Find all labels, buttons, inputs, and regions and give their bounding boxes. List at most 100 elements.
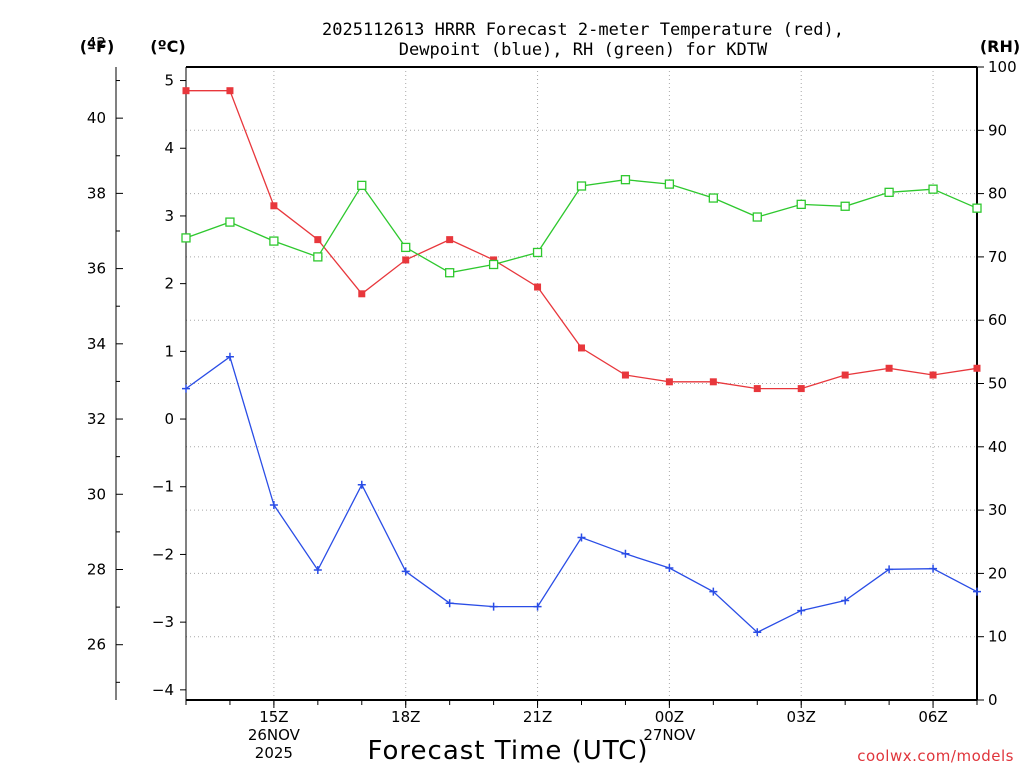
chart-title-line2: Dewpoint (blue), RH (green) for KDTW <box>399 40 768 60</box>
dewpoint-point <box>357 480 366 489</box>
x-tick-year-label: 2025 <box>255 744 293 762</box>
rh-tick-label: 50 <box>988 375 1007 393</box>
x-tick-date-label: 27NOV <box>643 726 696 744</box>
rh-point <box>972 203 982 213</box>
temperature-point <box>753 385 761 393</box>
temperature-point <box>358 290 366 298</box>
rh-tick-label: 90 <box>988 121 1007 139</box>
rh-point <box>225 217 235 227</box>
rh-point <box>313 252 323 262</box>
dewpoint-point <box>533 602 542 611</box>
rh-point <box>401 242 411 253</box>
dewpoint-point <box>489 602 498 611</box>
celsius-tick-label: −2 <box>152 545 174 563</box>
temperature-point <box>885 364 893 372</box>
temperature-point <box>314 236 322 244</box>
celsius-tick-label: 1 <box>164 342 174 360</box>
dewpoint-point <box>753 628 762 637</box>
fahrenheit-tick-label: 42 <box>87 34 106 52</box>
fahrenheit-tick-label: 38 <box>87 184 106 202</box>
temperature-point <box>226 87 234 95</box>
rh-point <box>664 179 675 189</box>
fahrenheit-tick-label: 32 <box>87 410 106 428</box>
celsius-tick-label: 0 <box>164 410 174 428</box>
celsius-tick-label: −4 <box>152 681 174 699</box>
fahrenheit-tick-label: 34 <box>87 335 106 353</box>
rh-point <box>576 181 587 191</box>
rh-tick-label: 10 <box>988 628 1007 646</box>
dewpoint-point <box>709 587 718 596</box>
rh-tick-label: 20 <box>988 564 1007 582</box>
rh-tick-label: 40 <box>988 438 1007 456</box>
celsius-tick-label: 3 <box>164 207 174 225</box>
celsius-tick-label: 2 <box>164 275 174 293</box>
rh-point <box>752 212 762 222</box>
temperature-point <box>446 236 454 244</box>
temperature-series-line <box>186 90 978 390</box>
dewpoint-point <box>665 563 674 572</box>
rh-tick-label: 30 <box>988 501 1007 519</box>
dewpoint-point <box>401 567 410 576</box>
rh-point <box>928 184 938 194</box>
x-axis-label: Forecast Time (UTC) <box>367 736 648 766</box>
dewpoint-point <box>841 596 850 605</box>
dewpoint-point <box>885 565 894 574</box>
temperature-point <box>182 87 190 95</box>
dewpoint-point <box>313 566 322 575</box>
celsius-tick-label: −3 <box>152 613 174 631</box>
temperature-point <box>973 364 981 372</box>
temperature-point <box>578 344 585 352</box>
data-series <box>185 90 978 634</box>
axes <box>115 66 984 708</box>
rh-point <box>884 187 894 197</box>
fahrenheit-tick-label: 30 <box>87 485 106 503</box>
x-tick-label: 21Z <box>523 708 552 726</box>
fahrenheit-tick-label: 36 <box>87 260 106 278</box>
dewpoint-point <box>225 352 234 361</box>
rh-point <box>532 247 543 258</box>
rh-tick-label: 80 <box>988 185 1007 203</box>
temperature-point <box>621 371 629 379</box>
celsius-tick-label: 4 <box>164 139 174 157</box>
x-tick-label: 00Z <box>655 708 684 726</box>
credit-text: coolwx.com/models <box>857 747 1014 765</box>
rh-unit-label: (RH) <box>980 37 1020 56</box>
fahrenheit-tick-label: 28 <box>87 560 106 578</box>
rh-point <box>708 193 718 203</box>
dewpoint-point <box>621 549 630 558</box>
celsius-tick-label: 5 <box>164 72 174 90</box>
celsius-tick-label: −1 <box>152 478 174 496</box>
dewpoint-point <box>929 564 938 573</box>
dewpoint-point <box>445 599 454 608</box>
dewpoint-point <box>973 587 981 596</box>
fahrenheit-unit-label: (ºF) <box>80 37 115 56</box>
celsius-unit-label: (ºC) <box>150 37 185 56</box>
rh-tick-label: 100 <box>988 58 1017 76</box>
rh-point <box>796 199 806 210</box>
data-markers <box>181 87 982 637</box>
dewpoint-series-line <box>185 355 978 634</box>
rh-point <box>620 175 631 185</box>
temperature-point <box>709 378 717 386</box>
temperature-point <box>841 371 849 379</box>
dewpoint-point <box>182 384 190 393</box>
x-tick-label: 15Z <box>259 708 288 726</box>
temperature-point <box>534 283 542 291</box>
fahrenheit-tick-label: 26 <box>87 636 106 654</box>
rh-tick-label: 60 <box>988 311 1007 329</box>
temperature-point <box>797 385 805 393</box>
rh-point <box>840 201 850 211</box>
temperature-point <box>665 378 673 386</box>
fahrenheit-tick-label: 40 <box>87 109 106 127</box>
x-tick-date-label: 26NOV <box>248 726 301 744</box>
rh-point <box>181 233 191 243</box>
rh-point <box>269 236 279 246</box>
x-tick-label: 06Z <box>918 708 947 726</box>
dewpoint-point <box>797 606 806 615</box>
x-tick-label: 03Z <box>787 708 816 726</box>
rh-point <box>357 180 367 191</box>
grid-lines <box>186 67 977 700</box>
dewpoint-point <box>269 501 278 510</box>
